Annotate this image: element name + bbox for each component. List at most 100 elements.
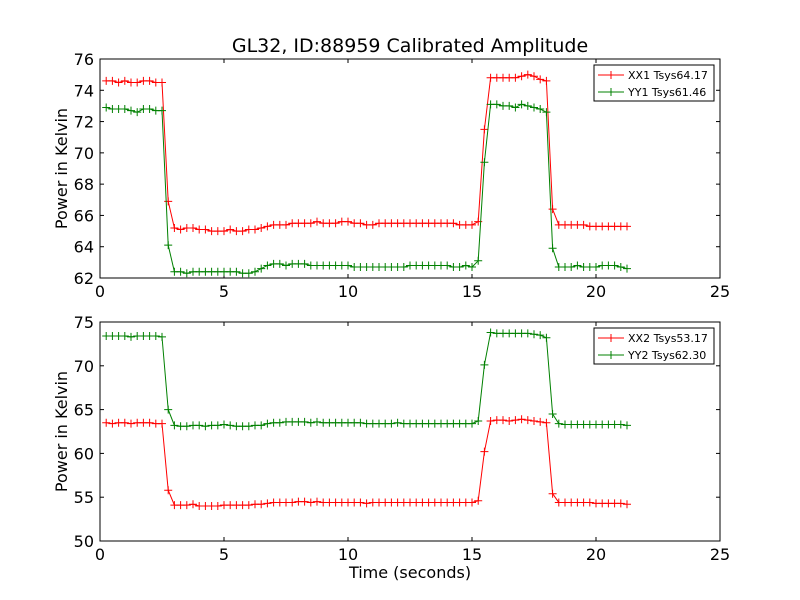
- y-tick-label: 72: [74, 113, 94, 132]
- data-point: [480, 447, 489, 456]
- data-point: [542, 333, 551, 342]
- legend: XX2 Tsys53.17 YY2 Tsys62.30: [593, 327, 715, 365]
- data-point: [449, 219, 458, 228]
- legend-marker: [607, 334, 615, 342]
- data-point: [623, 500, 631, 509]
- data-point: [356, 219, 365, 228]
- series-line: [106, 74, 627, 232]
- data-point: [399, 263, 408, 272]
- y-tick-label: 74: [74, 81, 94, 100]
- plot-frame: [99, 321, 721, 542]
- x-tick-label: 15: [462, 545, 482, 564]
- data-point: [548, 489, 557, 498]
- x-tick-label: 5: [219, 545, 229, 564]
- data-point: [158, 332, 166, 341]
- data-point: [313, 217, 321, 226]
- data-point: [213, 421, 222, 430]
- data-point: [474, 416, 483, 425]
- legend-box: [593, 64, 715, 102]
- data-point: [220, 227, 228, 236]
- plot-frame: [99, 58, 721, 279]
- data-point: [176, 225, 185, 234]
- data-point: [616, 263, 625, 272]
- data-point: [300, 417, 309, 426]
- data-point: [238, 227, 247, 236]
- series-1: [102, 70, 631, 236]
- data-point: [251, 225, 259, 234]
- data-point: [300, 259, 309, 268]
- y-tick-label: 70: [74, 357, 94, 376]
- data-point: [567, 263, 576, 272]
- x-axis-label: Time (seconds): [348, 563, 471, 582]
- data-point: [102, 103, 111, 112]
- x-tick-label: 25: [710, 545, 730, 564]
- data-point: [486, 328, 495, 337]
- x-tick-label: 25: [710, 282, 730, 301]
- data-point: [189, 500, 197, 509]
- data-point: [592, 263, 600, 272]
- x-tick-label: 10: [338, 545, 358, 564]
- data-point: [158, 78, 166, 87]
- data-point: [530, 330, 538, 339]
- data-point: [244, 501, 253, 510]
- data-point: [530, 103, 538, 112]
- y-tick-label: 70: [74, 144, 94, 163]
- data-point: [461, 261, 470, 270]
- data-point: [517, 100, 526, 109]
- data-point: [306, 219, 315, 228]
- legend-label: YY2 Tsys62.30: [627, 349, 706, 362]
- data-point: [548, 244, 557, 253]
- data-point: [536, 105, 545, 114]
- data-point: [120, 418, 129, 427]
- data-point: [189, 223, 197, 232]
- y-tick-label: 66: [74, 206, 94, 225]
- data-point: [505, 416, 514, 425]
- data-point: [257, 223, 266, 232]
- chart-title: GL32, ID:88959 Calibrated Amplitude: [232, 35, 588, 57]
- data-point: [201, 225, 210, 234]
- data-point: [530, 416, 538, 425]
- data-point: [263, 261, 272, 270]
- x-tick-label: 10: [338, 282, 358, 301]
- series-line: [106, 331, 628, 427]
- data-point: [158, 106, 166, 115]
- data-point: [492, 100, 501, 109]
- data-point: [145, 418, 154, 427]
- legend-marker: [607, 71, 615, 79]
- data-point: [251, 267, 259, 276]
- data-point: [480, 158, 489, 167]
- x-tick-label: 20: [586, 282, 606, 301]
- data-point: [306, 498, 315, 507]
- data-point: [573, 261, 582, 270]
- data-point: [548, 409, 557, 418]
- data-point: [133, 108, 142, 117]
- data-point: [542, 108, 551, 117]
- data-point: [474, 496, 483, 505]
- y-tick-label: 76: [74, 50, 94, 69]
- y-tick-label: 65: [74, 401, 94, 420]
- data-point: [505, 101, 514, 110]
- data-point: [468, 419, 476, 428]
- data-point: [536, 331, 545, 340]
- data-point: [474, 256, 483, 265]
- data-point: [523, 70, 532, 79]
- legend: XX1 Tsys64.17 YY1 Tsys61.46: [593, 64, 715, 102]
- data-point: [300, 497, 309, 506]
- data-point: [244, 269, 253, 278]
- data-point: [623, 264, 631, 273]
- data-point: [164, 197, 173, 206]
- data-point: [306, 418, 315, 427]
- x-tick-label: 15: [462, 282, 482, 301]
- data-point: [164, 241, 173, 250]
- data-point: [331, 219, 340, 228]
- data-point: [257, 421, 266, 430]
- data-point: [542, 418, 551, 427]
- data-point: [127, 332, 135, 341]
- data-point: [164, 486, 173, 495]
- legend-label: YY1 Tsys61.46: [627, 86, 706, 99]
- data-point: [313, 497, 321, 506]
- data-point: [455, 263, 464, 272]
- data-point: [480, 125, 489, 134]
- data-point: [542, 76, 551, 85]
- data-point: [511, 416, 520, 425]
